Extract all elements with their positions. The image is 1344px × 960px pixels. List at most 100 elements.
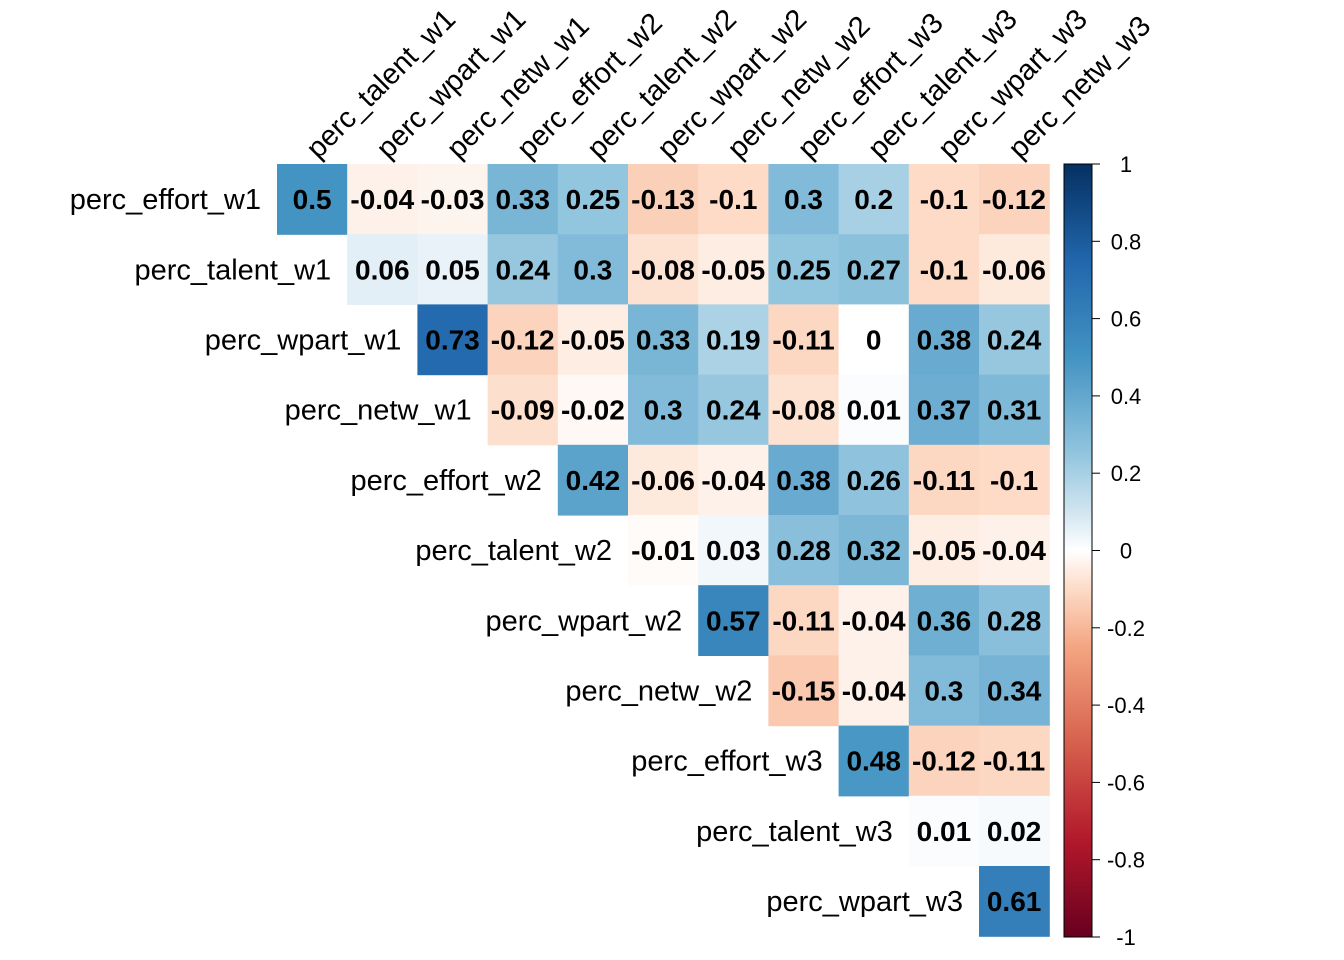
cell-value-label: 0.05 (425, 254, 480, 285)
heatmap-cell (768, 374, 840, 446)
heatmap-cell (979, 374, 1050, 446)
cell-value-labels: 0.5 -0.04 -0.03 0.33 0.25 -0.13 -0.1 0.3 0.2 -0.1… (293, 184, 1047, 917)
heatmap-cell (908, 795, 980, 867)
cell-value-label: -0.12 (982, 184, 1046, 215)
heatmap-cell (838, 234, 910, 305)
cell-value-label: -0.11 (913, 465, 975, 496)
color-legend-tick-label: 0.6 (1111, 307, 1142, 332)
cell-value-label: -0.11 (772, 605, 834, 636)
color-legend-tick-label: -1 (1116, 925, 1136, 950)
heatmap-cell (698, 234, 769, 305)
heatmap-cell (768, 515, 840, 586)
heatmap-cell (417, 164, 489, 235)
heatmap-cell (698, 585, 769, 656)
cell-value-label: 0.57 (706, 605, 761, 636)
row-label: perc_talent_w1 (135, 254, 332, 286)
heatmap-cell (417, 234, 489, 305)
cell-value-label: -0.1 (920, 254, 968, 285)
heatmap-cell (838, 444, 910, 516)
cell-value-label: -0.08 (772, 395, 836, 426)
heatmap-cell (487, 234, 559, 305)
cell-value-label: -0.09 (491, 395, 555, 426)
color-legend-tick-label: -0.8 (1107, 848, 1145, 873)
heatmap-cell (908, 234, 980, 305)
color-legend-bar (1063, 163, 1093, 938)
cell-value-label: -0.03 (421, 184, 485, 215)
heatmap-cell (417, 304, 489, 376)
color-legend: 1 0.8 0.6 0.4 0.2 0 -0.2 -0.4 -0.6 -0.8 -1 (1063, 152, 1145, 950)
heatmap-cell (628, 374, 699, 446)
heatmap-cell (557, 304, 629, 376)
heatmap-cell (768, 585, 840, 656)
cell-value-label: 0.37 (917, 395, 972, 426)
cell-value-label: -0.1 (990, 465, 1038, 496)
cell-value-label: -0.02 (561, 395, 625, 426)
heatmap-cell (698, 164, 769, 235)
heatmap-cell (347, 164, 418, 235)
heatmap-cell (768, 234, 840, 305)
cell-value-label: 0.38 (917, 325, 972, 356)
cell-value-label: -0.1 (709, 184, 757, 215)
cell-value-label: 0.31 (987, 395, 1042, 426)
heatmap-cell (487, 304, 559, 376)
cell-value-label: 0.06 (355, 254, 410, 285)
cell-value-label: 0.33 (495, 184, 550, 215)
cell-value-label: -0.12 (912, 746, 976, 777)
cell-value-label: -0.11 (772, 325, 834, 356)
heatmap-cell (768, 164, 840, 235)
cell-value-label: 0 (866, 325, 882, 356)
cell-value-label: -0.01 (631, 535, 695, 566)
cell-value-label: 0.3 (644, 395, 683, 426)
cell-value-label: 0.24 (987, 325, 1042, 356)
heatmap-cell (698, 374, 769, 446)
heatmap-cell (979, 515, 1050, 586)
cell-value-label: -0.05 (912, 535, 976, 566)
cell-value-label: 0.5 (293, 184, 332, 215)
row-label: perc_talent_w3 (696, 816, 893, 848)
heatmap-cell (347, 234, 418, 305)
color-legend-tick-label: 0 (1120, 539, 1132, 564)
color-legend-tick-label: 0.4 (1111, 384, 1142, 409)
cell-value-label: -0.13 (631, 184, 695, 215)
heatmap-cell (628, 164, 699, 235)
heatmap-cell (908, 585, 980, 656)
heatmap-cell (628, 515, 699, 586)
cell-value-label: -0.06 (631, 465, 695, 496)
cell-value-label: 0.73 (425, 325, 480, 356)
cell-value-label: -0.04 (350, 184, 414, 215)
column-labels: perc_talent_w1perc_wpart_w1perc_netw_w1p… (300, 3, 1157, 165)
heatmap-cell (698, 304, 769, 376)
cell-value-label: -0.11 (983, 746, 1045, 777)
cell-value-label: 0.25 (566, 184, 621, 215)
cell-value-label: 0.24 (706, 395, 761, 426)
heatmap-cell (838, 374, 910, 446)
row-label: perc_wpart_w3 (766, 886, 963, 918)
heatmap-cell (979, 304, 1050, 376)
heatmap-cell (557, 444, 629, 516)
heatmap-cell (979, 585, 1050, 656)
row-labels: perc_effort_w1 perc_talent_w1 perc_wpart_w… (70, 184, 963, 918)
row-label: perc_talent_w2 (415, 535, 612, 567)
heatmap-cell (979, 444, 1050, 516)
heatmap-cell (838, 515, 910, 586)
heatmap-cell (487, 164, 559, 235)
heatmap-cell (628, 304, 699, 376)
row-label: perc_effort_w2 (350, 465, 541, 497)
cell-value-label: -0.08 (631, 254, 695, 285)
cell-value-label: 0.28 (987, 605, 1042, 636)
cell-value-label: -0.04 (701, 465, 765, 496)
heatmap-cell (908, 304, 980, 376)
cell-value-label: 0.3 (573, 254, 612, 285)
heatmap-cell (557, 374, 629, 446)
heatmap-cell (628, 444, 699, 516)
color-legend-tick-label: -0.6 (1107, 770, 1145, 795)
cell-value-label: 0.61 (987, 886, 1042, 917)
heatmap-cell (768, 444, 840, 516)
cell-value-label: -0.04 (842, 605, 906, 636)
heatmap-cell (908, 164, 980, 235)
color-legend-tick-label: -0.2 (1107, 616, 1145, 641)
cell-value-label: 0.48 (846, 746, 901, 777)
cell-value-label: 0.02 (987, 816, 1042, 847)
row-label: perc_effort_w1 (70, 184, 261, 216)
cell-value-label: 0.01 (846, 395, 901, 426)
